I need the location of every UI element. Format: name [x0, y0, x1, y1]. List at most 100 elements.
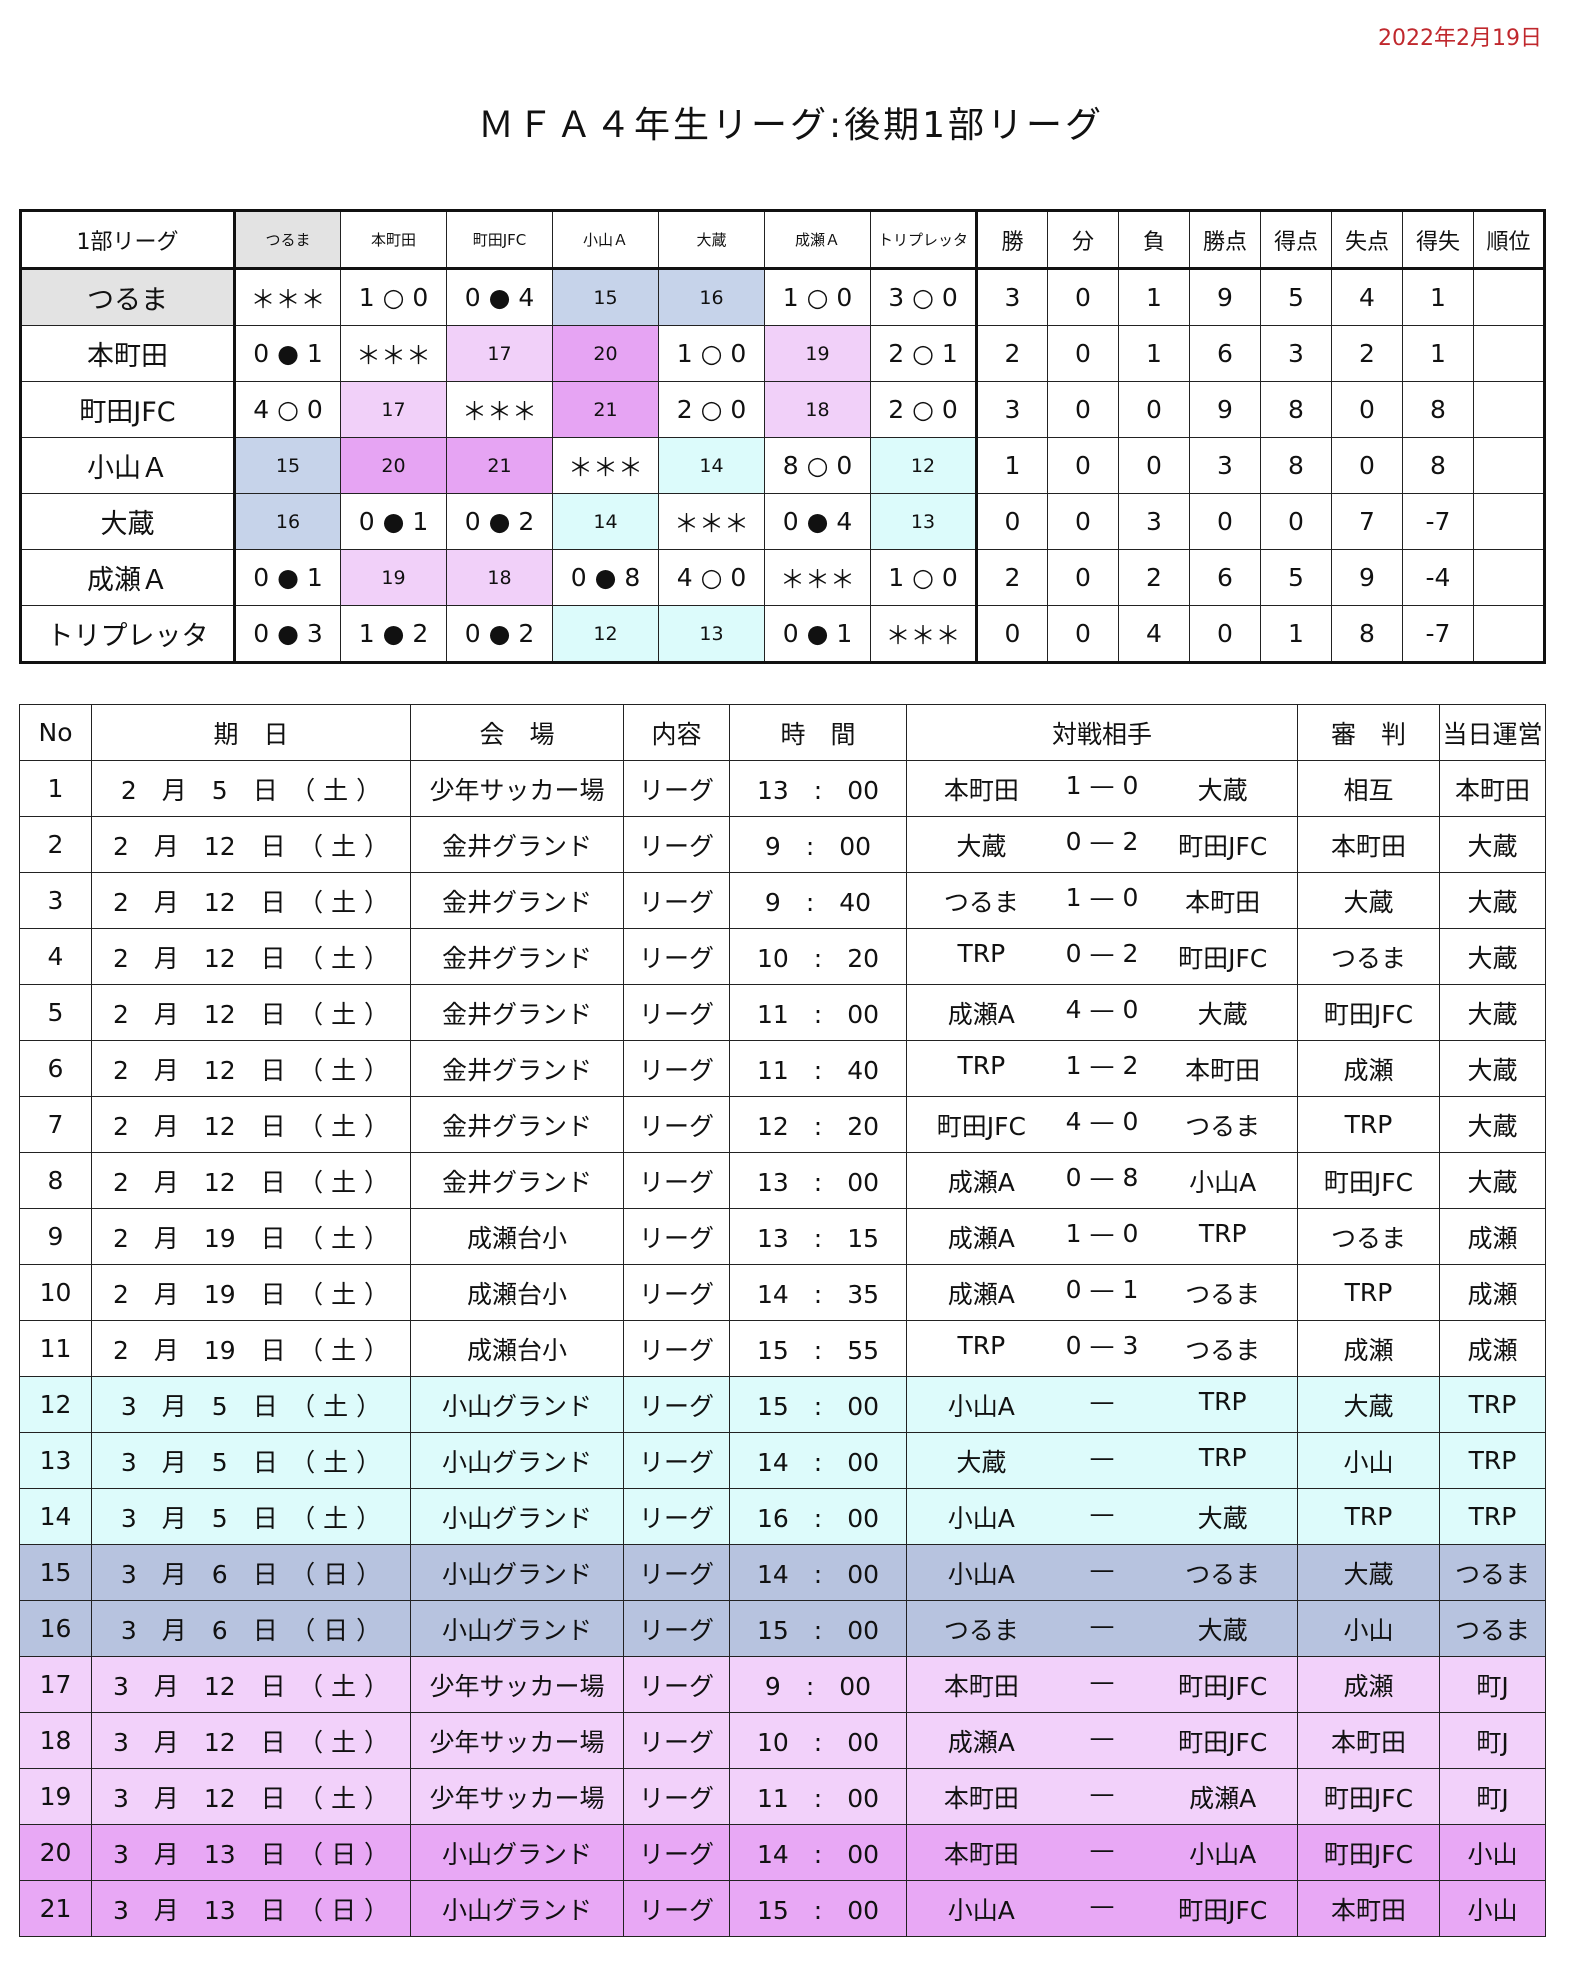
venue: 金井グランド	[410, 1096, 624, 1153]
away-team: 町田JFC	[1178, 1895, 1268, 1925]
match-type: リーグ	[623, 872, 730, 929]
match-row: 19 3 月 12 日 （ 土 ）少年サッカー場 リーグ 11 : 00 本町田 — 成瀬A…	[19, 1768, 1546, 1825]
match-date: 2 月 19 日 （ 土 ）	[91, 1264, 411, 1321]
result-cell: ＊＊＊	[764, 549, 871, 606]
organizer: 大蔵	[1439, 816, 1546, 873]
score: 1 — 0	[1065, 882, 1139, 912]
match-type: リーグ	[623, 1264, 730, 1321]
organizer: TRP	[1439, 1488, 1546, 1545]
stat-cell: 8	[1402, 437, 1474, 494]
organizer: 本町田	[1439, 760, 1546, 817]
venue: 小山グランド	[410, 1824, 624, 1881]
schedule-table: No 期 日会 場内容時 間対戦相手審 判当日運営 1 2 月 5 日 （ 土 ）少年…	[19, 704, 1546, 1937]
column-header: 本町田	[340, 210, 447, 270]
stat-cell: 4	[1331, 268, 1403, 326]
match-no: 8	[19, 1152, 92, 1209]
match-no: 17	[19, 1656, 92, 1713]
matchup-box: 成瀬A 4 — 0 大蔵	[908, 995, 1297, 1031]
match-no: 3	[19, 872, 92, 929]
away-team: つるま	[1185, 1559, 1261, 1589]
stat-cell: 1	[975, 437, 1048, 494]
result-cell: 16	[234, 493, 341, 550]
score: —	[1089, 1778, 1115, 1808]
away-team: 町田JFC	[1178, 943, 1268, 973]
stat-cell: 0	[1047, 549, 1119, 606]
result-cell: 16	[658, 268, 765, 326]
venue: 成瀬台小	[410, 1264, 624, 1321]
matchup-box: TRP 0 — 2 町田JFC	[908, 938, 1297, 975]
matchup-box: TRP 0 — 3 つるま	[908, 1331, 1297, 1367]
venue: 金井グランド	[410, 816, 624, 873]
away-team: 町田JFC	[1178, 831, 1268, 861]
result-cell: 0 ● 2	[446, 605, 553, 663]
column-header: 審 判	[1297, 704, 1440, 761]
organizer: 大蔵	[1439, 872, 1546, 929]
match-no: 15	[19, 1544, 92, 1601]
stat-cell: 7	[1331, 493, 1403, 550]
match-date: 2 月 12 日 （ 土 ）	[91, 1096, 411, 1153]
matchup-box: 成瀬A — 町田JFC	[908, 1723, 1297, 1759]
venue: 金井グランド	[410, 928, 624, 985]
organizer: 成瀬	[1439, 1264, 1546, 1321]
stat-cell: 2	[975, 549, 1048, 606]
match-no: 14	[19, 1488, 92, 1545]
referee: 町田JFC	[1297, 1152, 1440, 1209]
team-name: 本町田	[20, 325, 236, 382]
column-header: 期 日	[91, 704, 411, 761]
match-no: 6	[19, 1040, 92, 1097]
result-cell: 18	[764, 381, 871, 438]
match-type: リーグ	[623, 1152, 730, 1209]
organizer: 大蔵	[1439, 1040, 1546, 1097]
venue: 小山グランド	[410, 1488, 624, 1545]
matchup-box: 本町田 — 小山A	[908, 1834, 1297, 1871]
title: ＭＦＡ４年生リーグ:後期1部リーグ	[477, 105, 1105, 146]
score: —	[1089, 1386, 1115, 1416]
home-team: TRP	[957, 1050, 1006, 1080]
score: —	[1089, 1834, 1115, 1864]
match-date: 3 月 5 日 （ 土 ）	[91, 1376, 411, 1433]
referee: 町田JFC	[1297, 1824, 1440, 1881]
match-type: リーグ	[623, 1488, 730, 1545]
match-no: 13	[19, 1432, 92, 1489]
referee: 大蔵	[1297, 1376, 1440, 1433]
organizer: 小山	[1439, 1824, 1546, 1881]
match-type: リーグ	[623, 1208, 730, 1265]
matchup-box: 本町田 — 成瀬A	[908, 1778, 1297, 1815]
score: 1 — 0	[1065, 770, 1139, 800]
home-team: 本町田	[943, 1671, 1019, 1701]
home-team: TRP	[957, 938, 1006, 968]
venue: 少年サッカー場	[410, 1768, 624, 1825]
stat-cell: 9	[1189, 381, 1261, 438]
team-name: トリプレッタ	[20, 605, 236, 663]
column-header: 時 間	[729, 704, 907, 761]
match-type: リーグ	[623, 928, 730, 985]
match-type: リーグ	[623, 1824, 730, 1881]
score: 1 — 0	[1065, 1218, 1139, 1248]
score: —	[1089, 1890, 1115, 1920]
stat-cell: 0	[1331, 381, 1403, 438]
kickoff-time: 10 : 00	[729, 1712, 907, 1769]
matchup-box: つるま 1 — 0 本町田	[908, 882, 1297, 919]
kickoff-time: 12 : 20	[729, 1096, 907, 1153]
referee: つるま	[1297, 1208, 1440, 1265]
referee: 町田JFC	[1297, 984, 1440, 1041]
rank-cell	[1473, 381, 1545, 438]
matchup-box: 成瀬A 0 — 8 小山A	[908, 1163, 1297, 1199]
stat-cell: -4	[1402, 549, 1474, 606]
result-cell: 1 ○ 0	[870, 549, 977, 606]
venue: 成瀬台小	[410, 1320, 624, 1377]
match-no: 19	[19, 1768, 92, 1825]
organizer: 町J	[1439, 1768, 1546, 1825]
stat-cell: 0	[975, 493, 1048, 550]
team-name: 町田JFC	[20, 381, 236, 438]
result-cell: 2 ○ 0	[870, 381, 977, 438]
match-row: 15 3 月 6 日 （ 日 ）小山グランド リーグ 14 : 00 小山A — つるま 大蔵…	[19, 1544, 1546, 1601]
stat-cell: 6	[1189, 325, 1261, 382]
match-type: リーグ	[623, 984, 730, 1041]
home-team: つるま	[943, 887, 1019, 917]
match-no: 21	[19, 1880, 92, 1937]
